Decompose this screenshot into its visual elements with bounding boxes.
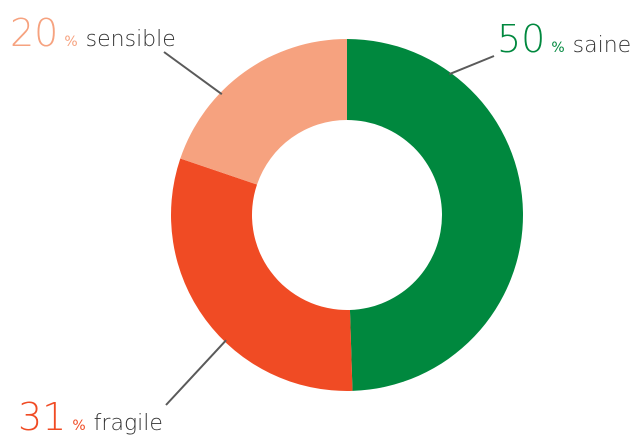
slice-name-fragile: fragile — [93, 411, 163, 436]
donut-slice-saine — [347, 39, 524, 391]
slice-label-sensible: 20% sensible — [10, 14, 176, 52]
slice-unit-saine: % — [551, 40, 565, 56]
slice-value-fragile: 31 — [18, 395, 67, 439]
leader-line-fragile — [165, 339, 227, 406]
leader-line-saine — [448, 55, 495, 76]
slice-label-fragile: 31% fragile — [18, 398, 163, 436]
slice-value-saine: 50 — [497, 17, 546, 61]
slice-unit-fragile: % — [72, 418, 86, 434]
donut-slice-fragile — [170, 158, 353, 391]
leader-line-sensible — [163, 51, 223, 95]
slice-label-saine: 50% saine — [497, 20, 631, 58]
slice-name-sensible: sensible — [85, 27, 176, 52]
slice-name-saine: saine — [572, 33, 631, 58]
slice-unit-sensible: % — [64, 34, 78, 50]
donut-slice-sensible — [180, 39, 347, 185]
slice-value-sensible: 20 — [10, 11, 59, 55]
